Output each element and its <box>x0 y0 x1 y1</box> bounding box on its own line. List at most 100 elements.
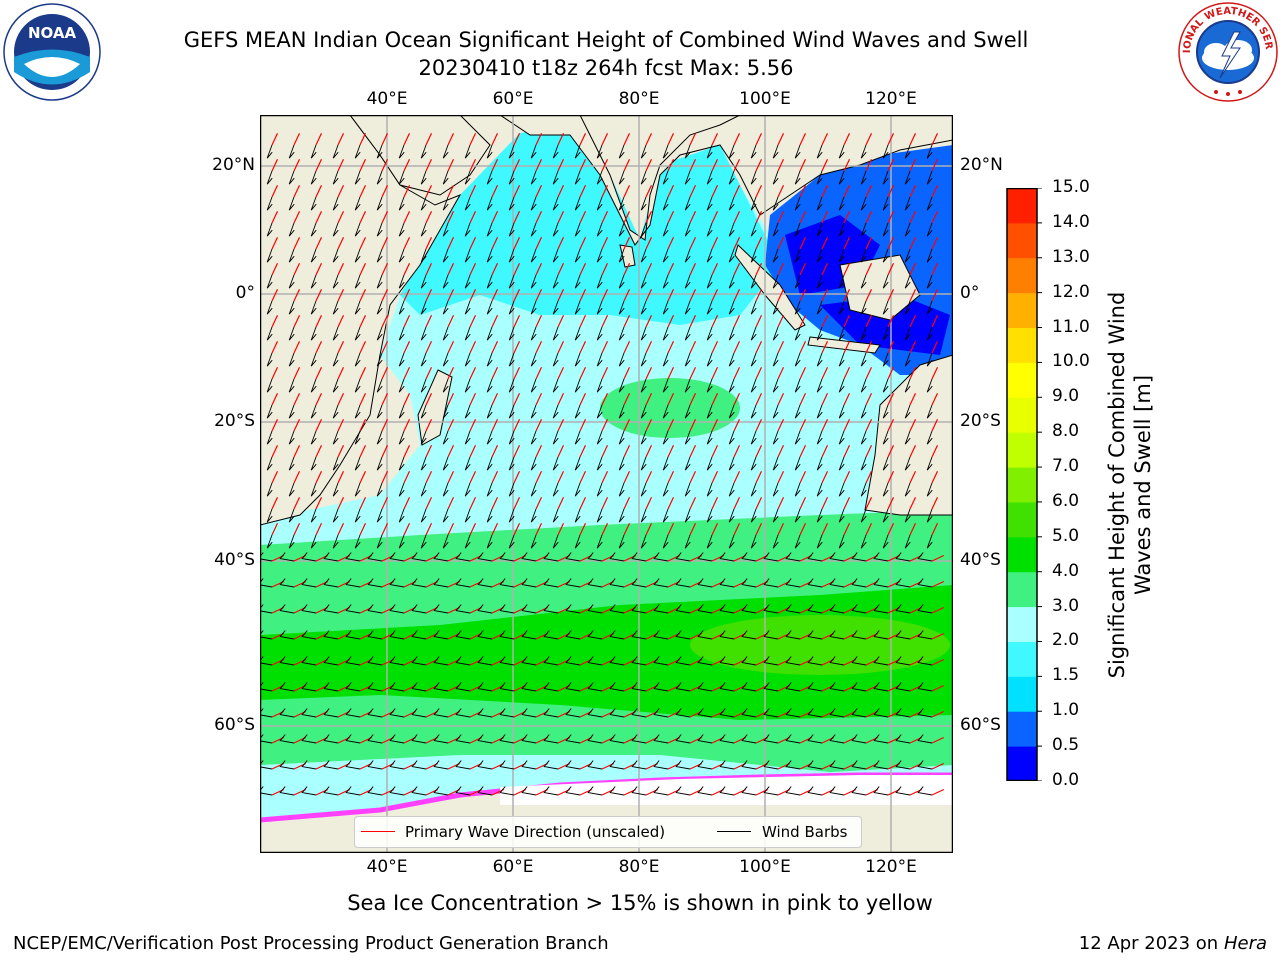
wind-barb <box>521 578 537 588</box>
wave-arrow <box>271 392 279 406</box>
wind-barb <box>530 144 537 159</box>
wave-arrow <box>447 262 455 276</box>
wave-arrow <box>755 288 763 302</box>
wind-barb <box>354 508 361 523</box>
wind-barb <box>640 404 647 419</box>
wave-arrow <box>557 158 565 172</box>
wave-arrow <box>293 132 301 146</box>
wave-arrow <box>557 288 565 302</box>
wave-arrow <box>821 366 829 380</box>
wind-barb <box>279 552 295 562</box>
wind-barb <box>728 456 735 471</box>
wave-arrow <box>821 132 829 146</box>
wind-barb <box>596 248 603 263</box>
wave-arrow <box>909 366 917 380</box>
colorbar-segment <box>1007 327 1037 363</box>
wind-barb <box>860 430 867 445</box>
wave-arrow <box>425 262 433 276</box>
wave-arrow <box>645 314 653 328</box>
wind-barb <box>816 456 823 471</box>
wave-arrow <box>293 158 301 172</box>
wind-barb <box>926 378 933 393</box>
wave-arrow <box>623 470 631 484</box>
wind-barb <box>266 404 273 419</box>
wind-barb <box>860 222 867 237</box>
wave-arrow <box>293 366 301 380</box>
wave-arrow <box>337 236 345 250</box>
wave-arrow <box>315 366 323 380</box>
wind-barb <box>631 604 647 614</box>
wind-barb <box>565 578 581 588</box>
wave-arrow <box>403 496 411 510</box>
wind-barb <box>860 300 867 315</box>
wave-arrow <box>403 184 411 198</box>
wind-barb <box>618 352 625 367</box>
wave-arrow <box>689 236 697 250</box>
wind-barb <box>301 604 317 614</box>
wind-barb <box>464 222 471 237</box>
wave-arrow <box>667 418 675 432</box>
wind-barb <box>508 170 515 185</box>
wind-barb <box>618 144 625 159</box>
wind-barb <box>772 404 779 419</box>
wind-barb <box>486 482 493 497</box>
wind-barb <box>565 656 581 666</box>
wave-arrow <box>271 132 279 146</box>
footer-right: 12 Apr 2023 on Hera <box>1079 933 1267 954</box>
wave-arrow <box>403 444 411 458</box>
wind-barb <box>565 682 581 692</box>
wind-barb <box>728 482 735 497</box>
wind-barb <box>420 196 427 211</box>
wind-barb <box>684 508 691 523</box>
wind-barb <box>565 630 581 640</box>
wind-barb <box>543 734 559 744</box>
wave-arrow <box>491 470 499 484</box>
wave-arrow <box>843 210 851 224</box>
wave-arrow <box>579 340 587 354</box>
wave-arrow <box>843 288 851 302</box>
wind-barb <box>367 630 383 640</box>
wind-barb <box>596 482 603 497</box>
wind-barb <box>675 682 691 692</box>
wind-barb <box>882 326 889 341</box>
wave-arrow <box>667 392 675 406</box>
wind-barb <box>508 404 515 419</box>
wave-arrow <box>645 262 653 276</box>
wind-barb <box>332 404 339 419</box>
wave-arrow <box>777 470 785 484</box>
wave-arrow <box>447 314 455 328</box>
wind-barb <box>750 170 757 185</box>
wave-arrow <box>293 444 301 458</box>
wave-arrow <box>755 444 763 458</box>
wave-arrow <box>557 132 565 146</box>
wave-arrow <box>557 340 565 354</box>
wind-barb <box>706 196 713 211</box>
wave-arrow <box>491 340 499 354</box>
wind-barb <box>288 274 295 289</box>
wind-barb <box>499 734 515 744</box>
wind-barb <box>464 404 471 419</box>
wind-barb <box>873 630 889 640</box>
wave-arrow <box>513 496 521 510</box>
wave-arrow <box>293 496 301 510</box>
wind-barb <box>543 708 559 718</box>
wave-arrow <box>711 236 719 250</box>
wave-arrow <box>601 444 609 458</box>
wind-barb <box>684 430 691 445</box>
wave-arrow <box>469 262 477 276</box>
wind-barb <box>675 604 691 614</box>
wave-arrow <box>931 788 945 796</box>
lat-tick-left-0: 0° <box>235 283 255 303</box>
wave-arrow <box>887 262 895 276</box>
wave-arrow <box>755 262 763 276</box>
wave-arrow <box>359 210 367 224</box>
wave-arrow <box>909 470 917 484</box>
wave-arrow <box>733 470 741 484</box>
wave-arrow <box>359 366 367 380</box>
wind-barb <box>420 482 427 497</box>
colorbar-tick: 7.0 <box>1052 456 1080 477</box>
wind-barb <box>873 734 889 744</box>
colorbar-tick: 14.0 <box>1052 211 1090 232</box>
wave-arrow <box>865 340 873 354</box>
wave-arrow <box>865 158 873 172</box>
